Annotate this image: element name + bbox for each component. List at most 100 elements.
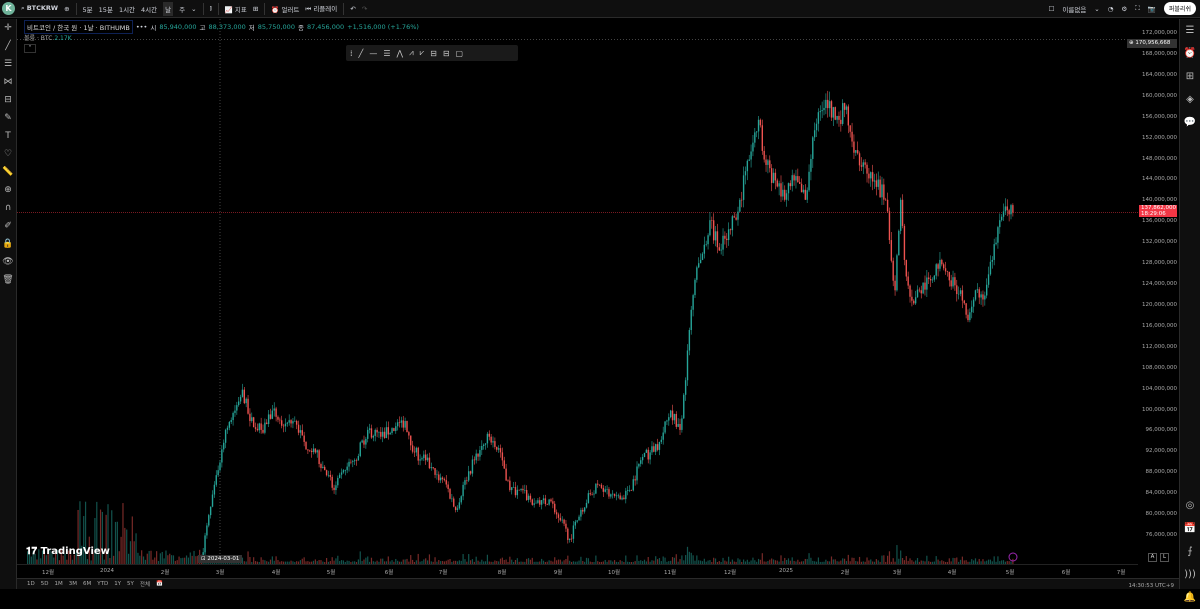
crosshair-icon[interactable]: ✛ [4,23,12,33]
lock-drawings-icon[interactable]: ✐ [4,221,12,231]
interval-15m[interactable]: 15분 [98,5,113,14]
candle-body [309,450,311,452]
elliott-icon[interactable]: ⩗ [419,48,425,57]
volume-bar [580,556,582,564]
interval-1h[interactable]: 1시간 [118,5,136,14]
price-tick: 92,000,000 [1145,448,1178,455]
candle-body [215,475,217,485]
chat-icon[interactable]: 💬 [1183,117,1197,128]
range-6m[interactable]: 6M [82,581,92,587]
layers-icon[interactable]: ◈ [1186,94,1194,105]
range-all[interactable]: 전체 [139,582,151,588]
interval-5m[interactable]: 5분 [82,5,93,14]
range-1y[interactable]: 1Y [114,581,122,587]
calendar-icon[interactable]: 📅 [1183,523,1197,534]
time-axis[interactable]: 12월 2024 2월 3월 4월 5월 6월 7월 8월 9월 10월 11월 12월 2025 2월 3월… [17,564,1138,577]
volume-bar [133,541,135,564]
volume-bar [271,556,273,564]
candle-body [724,235,726,239]
settings-icon[interactable]: ⚙ [1121,4,1128,13]
avatar[interactable]: K [2,2,15,15]
templates-icon[interactable]: ⊞ [252,4,259,13]
auto-scale-button[interactable]: A [1148,553,1157,562]
short-position-icon[interactable]: ⊟ [442,48,450,58]
camera-icon[interactable]: 📷 [1147,4,1156,13]
heart-icon[interactable]: ♡ [3,149,13,159]
range-1d[interactable]: 1D [27,581,35,587]
magnet-icon[interactable]: ∩ [4,203,12,213]
text-icon[interactable]: T [5,131,11,141]
more-icon[interactable]: ••• [135,23,148,31]
publish-button[interactable]: 퍼블리쉬 [1163,2,1196,15]
collapse-legend-button[interactable]: ˄ [24,44,36,53]
candle-body [737,211,739,220]
range-3m[interactable]: 3M [68,581,77,587]
trendline-icon[interactable]: ╱ [358,48,364,58]
trendline-icon[interactable]: ╱ [5,41,11,51]
ruler-icon[interactable]: 📏 [2,167,14,177]
alert-button[interactable]: ⏰ 얼러트 [271,5,300,14]
xabcd-icon[interactable]: ⩘ [409,48,414,57]
brush-icon[interactable]: ✎ [4,113,12,123]
volume-bar [948,558,950,564]
volume-bar [709,560,711,564]
range-5y[interactable]: 5Y [127,581,134,587]
chevron-down-icon[interactable]: ⌄ [191,4,197,13]
eye-icon[interactable]: 👁 [2,257,14,267]
trash-icon[interactable]: 🗑 [2,275,14,285]
watchlist-icon[interactable]: ☰ [1185,25,1195,36]
candle-body [587,493,590,503]
goto-date-icon[interactable]: 📅 [156,581,163,587]
volume-bar [195,556,197,564]
lock-icon[interactable]: 🔒 [2,239,14,249]
undo-icon[interactable]: ↶ [350,4,356,13]
bell-icon[interactable]: 🔔 [1183,592,1197,603]
parallel-channel-icon[interactable]: ☰ [383,48,391,58]
chevron-down-icon[interactable]: ⌄ [1094,4,1100,13]
volume-bar [114,521,117,564]
rectangle-icon[interactable]: ▢ [455,48,464,58]
layout-icon[interactable]: ☐ [1048,4,1055,13]
candle-body [668,417,670,421]
redo-icon[interactable]: ↷ [361,4,368,13]
pattern-icon[interactable]: ⋈ [3,77,13,87]
interval-1w[interactable]: 주 [179,5,186,14]
pine-icon[interactable]: ⨍ [1187,546,1193,557]
interval-1d[interactable]: 날 [163,1,174,16]
add-list-icon[interactable]: ⊞ [1185,71,1195,82]
interval-4h[interactable]: 4시간 [141,5,158,14]
candle-body [460,496,462,503]
alarm-icon[interactable]: ⏰ [1183,48,1197,59]
layout-name[interactable]: 이름없음 [1062,5,1087,14]
symbol-title[interactable]: 비트코인 / 한국 원 · 1날 · BITHUMB [24,20,133,34]
drag-handle-icon[interactable]: ⁞ [350,48,353,58]
volume-bar [548,560,550,564]
broadcast-icon[interactable]: ))) [1184,569,1196,580]
range-ytd[interactable]: YTD [97,581,109,587]
volume-bar [309,561,311,564]
candle-body [716,231,719,248]
candle-type-icon[interactable]: ⫾ [209,4,212,12]
candle-body [651,446,653,453]
time-tick: 5월 [1005,570,1015,576]
price-axis[interactable]: 172,000,000 168,000,000 164,000,000 160,000… [1138,19,1179,559]
candle-body [886,199,889,212]
zoom-in-icon[interactable]: ⊕ [4,185,12,195]
pitchfork-icon[interactable]: ⋀ [396,48,404,58]
fib-icon[interactable]: ☰ [3,59,13,69]
replay-button[interactable]: ⏮ 리플레이 [305,5,338,13]
add-symbol-icon[interactable]: ⊕ [64,4,70,13]
fullscreen-icon[interactable]: ⛶ [1135,4,1140,12]
horizontal-line-icon[interactable]: — [369,48,378,58]
quick-search-icon[interactable]: ◔ [1107,4,1114,13]
target-icon[interactable]: ◎ [1185,500,1195,511]
log-scale-button[interactable]: L [1160,553,1169,562]
long-position-icon[interactable]: ⊟ [430,48,437,58]
indicators-button[interactable]: 📈 지표 [224,5,247,14]
projection-icon[interactable]: ⊟ [4,95,12,105]
volume-bar [382,558,384,564]
price-chart[interactable] [17,19,1138,564]
symbol-search[interactable]: ⌕ BTCKRW [21,4,59,12]
range-5d[interactable]: 5D [40,581,49,587]
range-1m[interactable]: 1M [54,581,63,587]
